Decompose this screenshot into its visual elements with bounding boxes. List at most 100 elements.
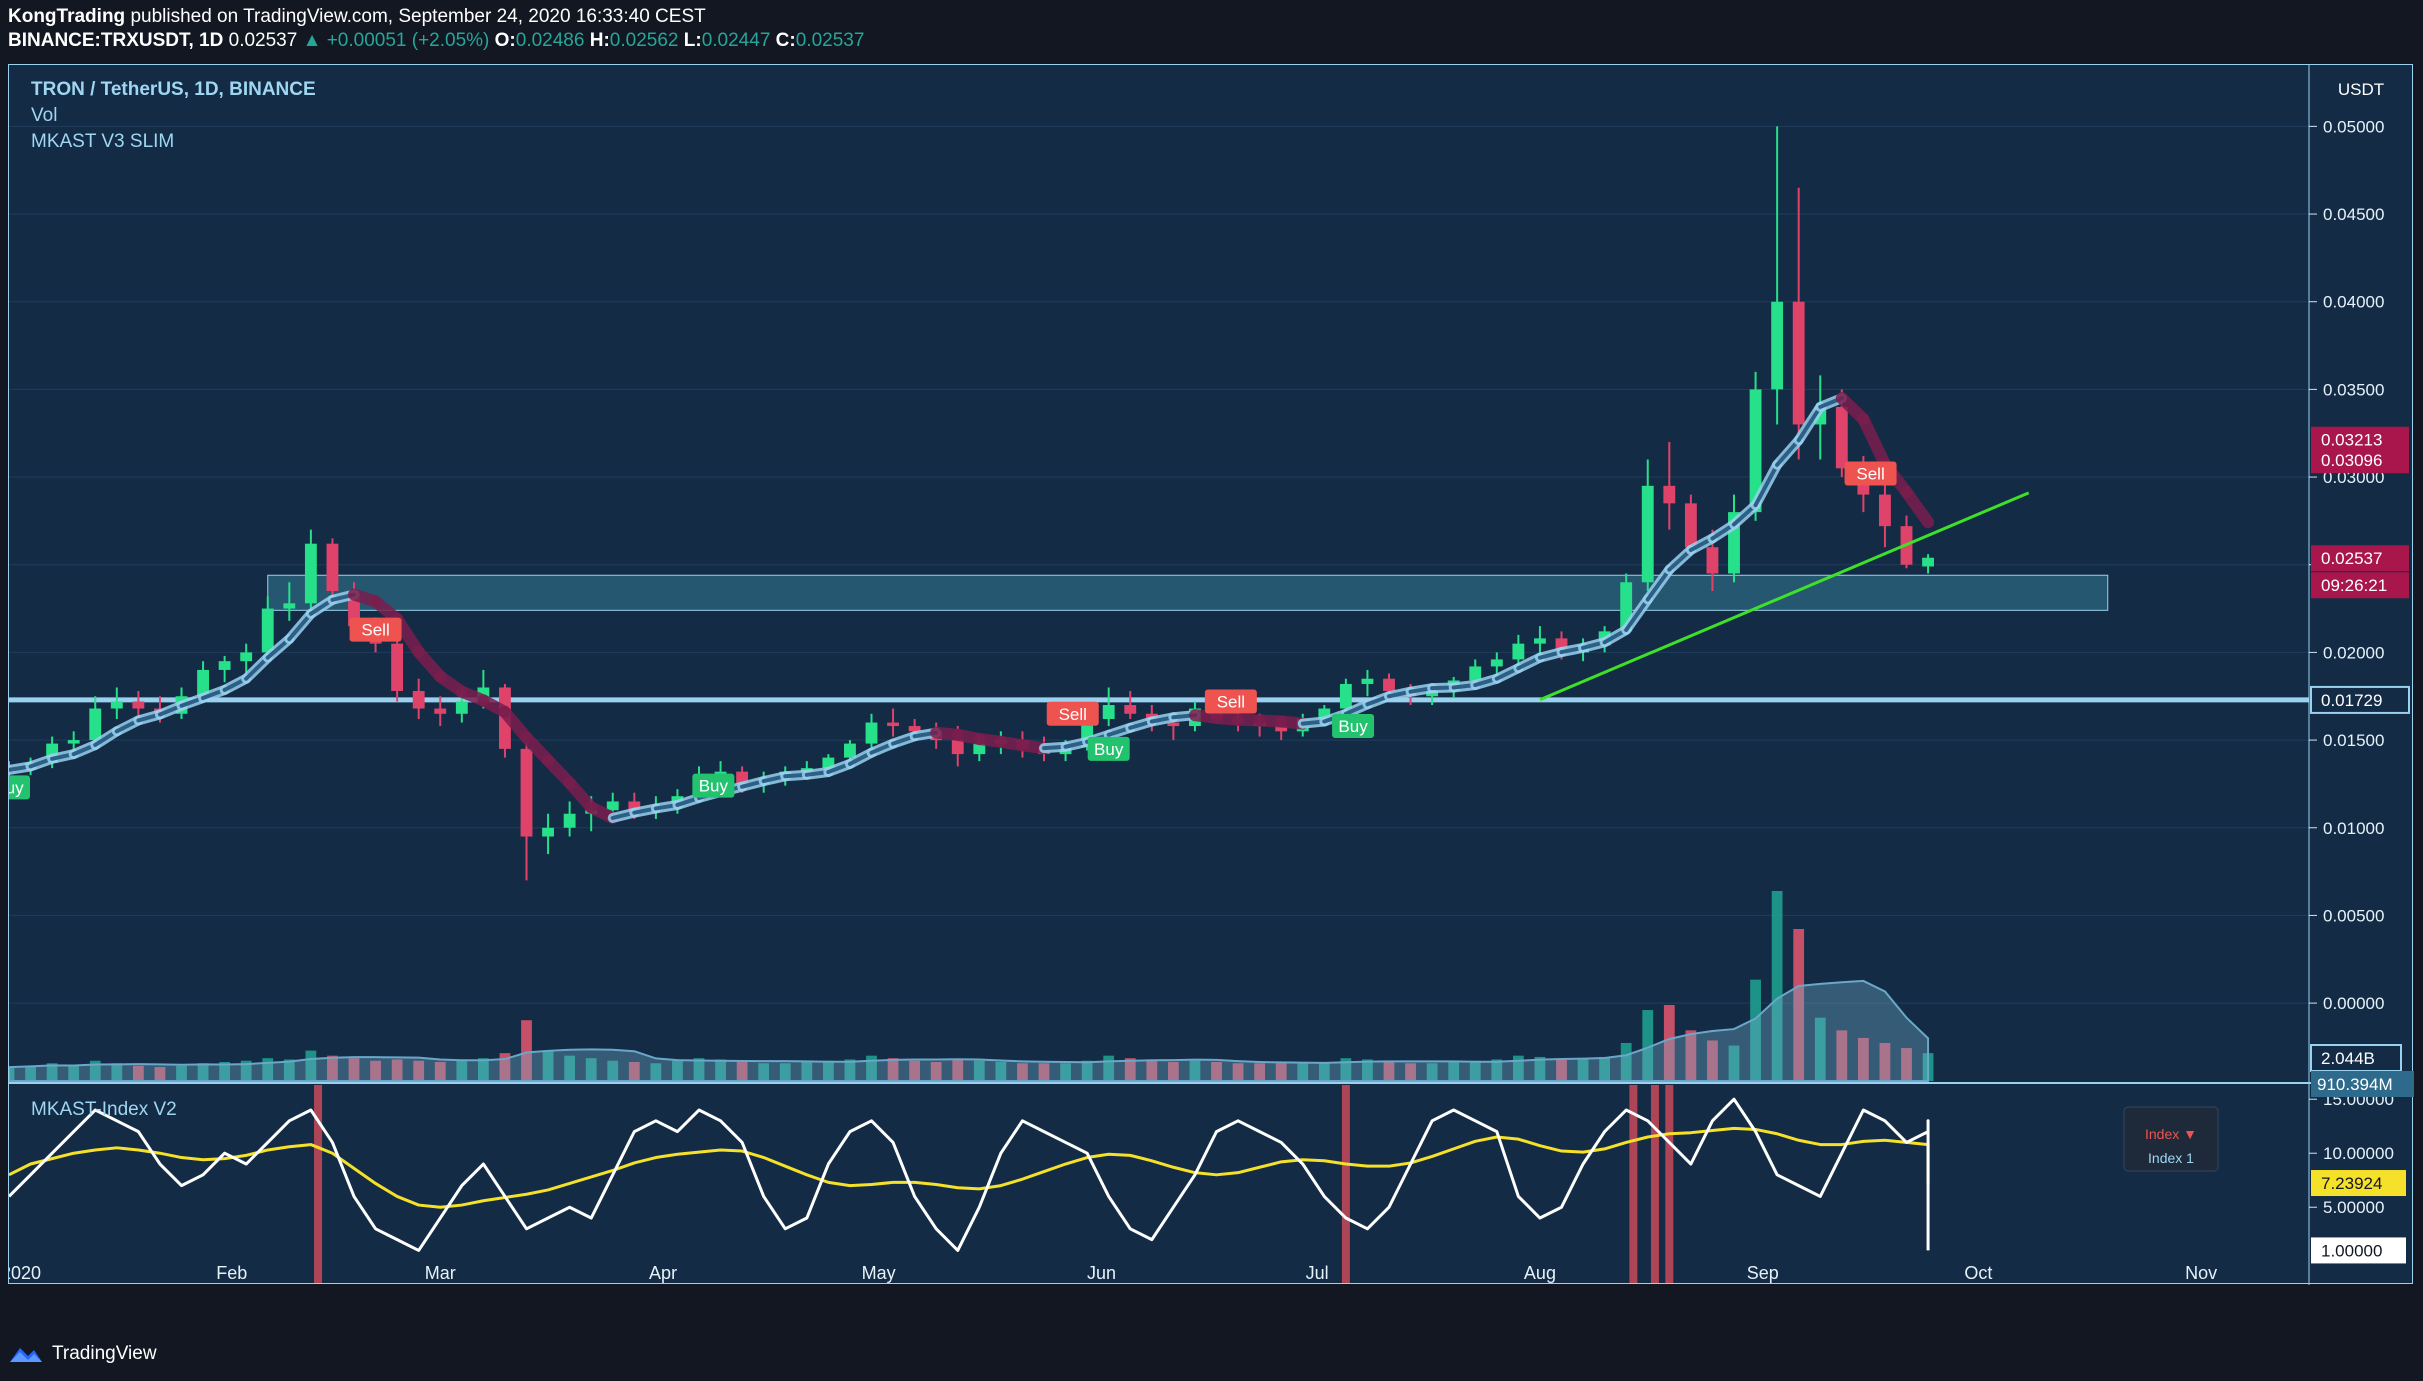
price-marker-label: 0.01729 bbox=[2321, 691, 2382, 710]
candle bbox=[1340, 684, 1352, 709]
time-tick-label: May bbox=[862, 1263, 896, 1283]
index-popup-subtitle: Index 1 bbox=[2148, 1150, 2194, 1166]
footer: TradingView bbox=[8, 1338, 157, 1370]
price-marker-label: 0.02537 bbox=[2321, 549, 2382, 568]
time-tick-label: Mar bbox=[425, 1263, 456, 1283]
volume-marker-label: 2.044B bbox=[2321, 1049, 2375, 1068]
candle bbox=[1685, 503, 1697, 547]
candle bbox=[887, 723, 899, 727]
candle bbox=[1771, 302, 1783, 390]
candle bbox=[1469, 666, 1481, 680]
chart-canvas[interactable]: Buy Sell Buy Sell Buy Sell Buy Sell USDT 0.05000 0… bbox=[9, 65, 2414, 1285]
candle bbox=[866, 723, 878, 744]
candle bbox=[262, 609, 274, 653]
author-name[interactable]: KongTrading bbox=[8, 6, 125, 27]
candle bbox=[844, 744, 856, 758]
price-tick-label: 0.03500 bbox=[2323, 380, 2384, 399]
price-change: ▲ +0.00051 (+2.05%) bbox=[303, 30, 490, 51]
signal-label-text: Buy bbox=[699, 777, 729, 796]
price-tick-label: 0.05000 bbox=[2323, 117, 2384, 136]
candle bbox=[111, 702, 123, 709]
footer-brand[interactable]: TradingView bbox=[52, 1343, 157, 1365]
time-tick-label: Jul bbox=[1306, 1263, 1329, 1283]
signal-buy: Buy bbox=[1088, 737, 1130, 761]
signal-label-text: Sell bbox=[361, 621, 389, 640]
price-marker-label: 0.03213 bbox=[2321, 431, 2382, 450]
signal-sell: Sell bbox=[1845, 462, 1897, 486]
open-value: 0.02486 bbox=[516, 30, 585, 51]
price-tick-label: 0.01500 bbox=[2323, 731, 2384, 750]
trend-band-segment bbox=[1863, 419, 1885, 464]
index-ma-marker-label: 7.23924 bbox=[2321, 1174, 2382, 1193]
signal-label-text: Sell bbox=[1856, 465, 1884, 484]
candle bbox=[327, 544, 339, 591]
legend-sub-indicator[interactable]: MKAST-Index V2 bbox=[31, 1099, 177, 1121]
legend-vol[interactable]: Vol bbox=[31, 105, 57, 127]
time-tick-label: Aug bbox=[1524, 1263, 1556, 1283]
candle bbox=[1793, 302, 1805, 425]
candle bbox=[1491, 659, 1503, 666]
trend-band-segment bbox=[1907, 492, 1929, 522]
price-marker-label: 0.03096 bbox=[2321, 451, 2382, 470]
candle bbox=[132, 702, 144, 709]
time-tick-label: Oct bbox=[1964, 1263, 1992, 1283]
index-line bbox=[9, 1099, 1928, 1250]
candle bbox=[456, 702, 468, 714]
index-tick-label: 5.00000 bbox=[2323, 1198, 2384, 1217]
index-popup: Index ▼ Index 1 bbox=[2124, 1107, 2218, 1171]
candle bbox=[1922, 558, 1934, 567]
volume-ma-area bbox=[9, 981, 1928, 1081]
candle bbox=[1103, 705, 1115, 719]
high-value: 0.02562 bbox=[610, 30, 679, 51]
index-tick-label: 10.00000 bbox=[2323, 1144, 2394, 1163]
index-signal-bar bbox=[1342, 1085, 1350, 1283]
time-tick-label: 2020 bbox=[9, 1263, 41, 1283]
signal-label-text: Buy bbox=[1094, 740, 1124, 759]
time-tick-label: Sep bbox=[1747, 1263, 1779, 1283]
price-tick-label: 0.00000 bbox=[2323, 994, 2384, 1013]
axis-currency-label: USDT bbox=[2338, 80, 2384, 99]
candle bbox=[434, 709, 446, 714]
index-signal-bar bbox=[1651, 1085, 1659, 1283]
index-ma-line bbox=[9, 1128, 1928, 1207]
support-zone bbox=[268, 575, 2108, 610]
candle bbox=[607, 801, 619, 810]
candle bbox=[413, 691, 425, 709]
signal-label-text: Buy bbox=[9, 778, 24, 797]
published-text: published on TradingView.com, September … bbox=[130, 6, 705, 27]
signal-sell: Sell bbox=[1047, 702, 1099, 726]
candle bbox=[521, 749, 533, 837]
symbol-info: BINANCE:TRXUSDT, 1D 0.02537 ▲ +0.00051 (… bbox=[8, 30, 864, 52]
price-tick-label: 0.02000 bbox=[2323, 643, 2384, 662]
candle bbox=[542, 828, 554, 837]
low-value: 0.02447 bbox=[702, 30, 771, 51]
time-tick-label: Jun bbox=[1087, 1263, 1116, 1283]
candle bbox=[1534, 638, 1546, 643]
candle bbox=[68, 740, 80, 744]
index-popup-title: Index ▼ bbox=[2145, 1126, 2197, 1142]
price-tick-label: 0.04500 bbox=[2323, 205, 2384, 224]
price-tick-label: 0.04000 bbox=[2323, 293, 2384, 312]
index-marker-label: 1.00000 bbox=[2321, 1241, 2382, 1260]
close-value: 0.02537 bbox=[796, 30, 865, 51]
candle bbox=[1642, 486, 1654, 582]
time-tick-label: Apr bbox=[649, 1263, 677, 1283]
time-tick-label: Feb bbox=[216, 1263, 247, 1283]
time-tick-label: Nov bbox=[2185, 1263, 2217, 1283]
tradingview-logo-icon bbox=[8, 1342, 44, 1366]
legend-title[interactable]: TRON / TetherUS, 1D, BINANCE bbox=[31, 79, 316, 101]
candle bbox=[1512, 644, 1524, 660]
price-tick-label: 0.01000 bbox=[2323, 819, 2384, 838]
candle bbox=[283, 603, 295, 608]
signal-label-text: Sell bbox=[1059, 705, 1087, 724]
chart-frame[interactable]: Buy Sell Buy Sell Buy Sell Buy Sell USDT 0.05000 0… bbox=[8, 64, 2413, 1284]
candle bbox=[564, 814, 576, 828]
signal-sell: Sell bbox=[350, 618, 402, 642]
candle bbox=[1879, 495, 1891, 527]
candle bbox=[1836, 407, 1848, 468]
signal-buy: Buy bbox=[9, 775, 30, 799]
candle bbox=[305, 544, 317, 604]
candle bbox=[219, 661, 231, 670]
signal-sell: Sell bbox=[1205, 690, 1257, 714]
legend-indicator[interactable]: MKAST V3 SLIM bbox=[31, 131, 174, 153]
